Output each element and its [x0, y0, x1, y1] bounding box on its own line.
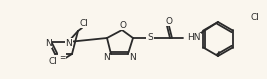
Text: =: = — [59, 53, 65, 62]
Text: N: N — [45, 38, 51, 47]
Text: Cl: Cl — [80, 18, 88, 27]
Text: HN: HN — [187, 33, 201, 43]
Text: O: O — [120, 20, 127, 29]
Text: S: S — [147, 33, 153, 43]
Text: N: N — [66, 38, 72, 47]
Text: Cl: Cl — [250, 12, 260, 21]
Text: N: N — [129, 53, 136, 62]
Text: O: O — [166, 17, 172, 26]
Text: N: N — [103, 53, 109, 62]
Text: Cl: Cl — [48, 58, 57, 67]
